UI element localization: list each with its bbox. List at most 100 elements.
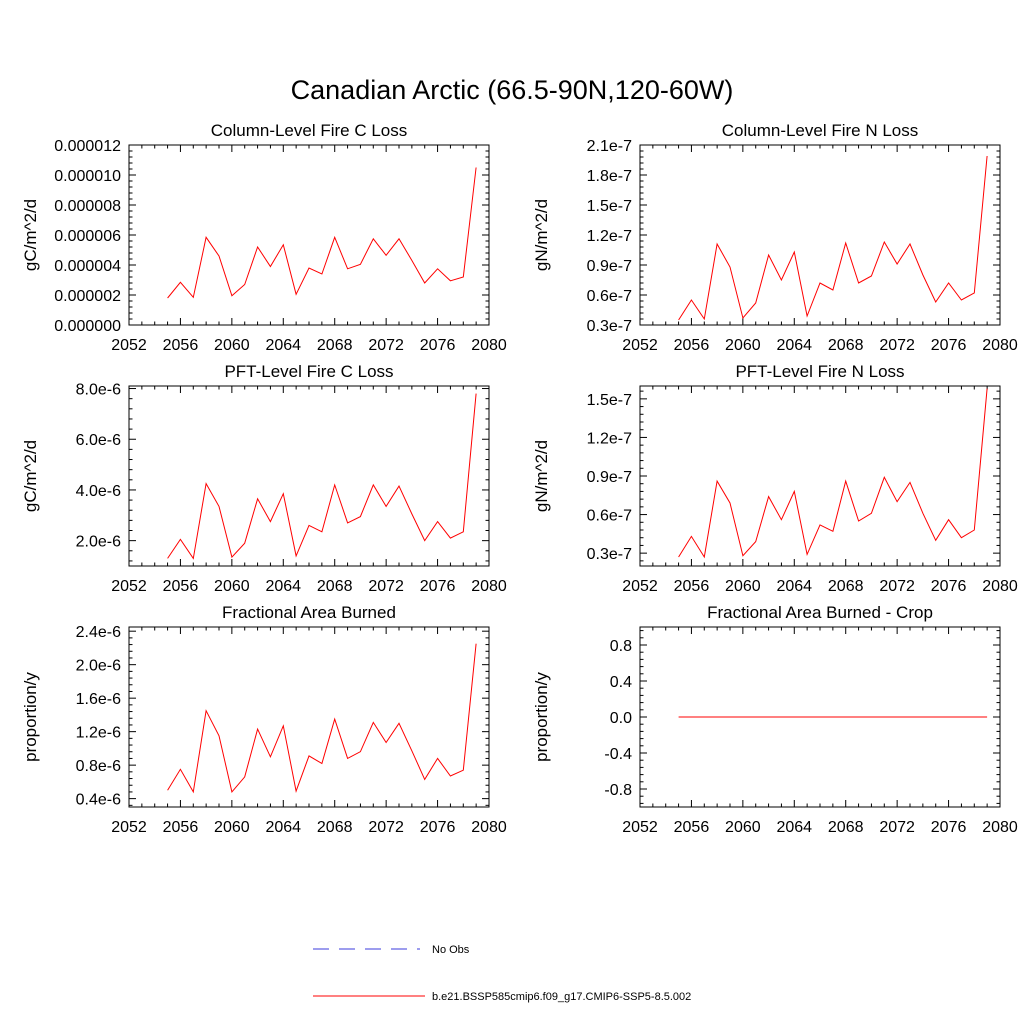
y-tick-label: 2.0e-6 [76, 658, 121, 675]
x-tick-label: 2068 [317, 819, 353, 836]
x-tick-label: 2064 [776, 578, 812, 595]
x-tick-label: 2060 [725, 819, 761, 836]
x-tick-label: 2064 [265, 337, 301, 354]
figure-title: Canadian Arctic (66.5-90N,120-60W) [291, 75, 734, 105]
x-tick-label: 2056 [674, 578, 710, 595]
x-tick-label: 2056 [163, 819, 199, 836]
y-axis-label: gN/m^2/d [532, 440, 551, 512]
x-tick-label: 2080 [982, 337, 1018, 354]
chart-panel: PFT-Level Fire N Loss gN/m^2/d 2052 2056 206… [532, 362, 1018, 595]
x-tick-label: 2068 [317, 578, 353, 595]
y-tick-label: 0.8e-6 [76, 758, 121, 775]
legend-obs-label: No Obs [432, 944, 470, 956]
y-tick-label: 0.6e-7 [587, 288, 632, 305]
plot-frame [639, 144, 1001, 326]
x-tick-label: 2060 [214, 578, 250, 595]
y-tick-label: 1.2e-7 [587, 228, 632, 245]
legend-model-label: b.e21.BSSP585cmip6.f09_g17.CMIP6-SSP5-8.… [432, 991, 691, 1003]
x-tick-label: 2056 [674, 819, 710, 836]
y-axis-label: proportion/y [532, 672, 551, 762]
y-tick-label: 0.000012 [54, 138, 121, 155]
y-tick-label: 1.2e-7 [587, 430, 632, 447]
x-tick-label: 2052 [111, 578, 147, 595]
y-tick-label: 0.000006 [54, 228, 121, 245]
x-tick-label: 2080 [471, 819, 507, 836]
chart-panel: Column-Level Fire C Loss gC/m^2/d 2052 2056… [21, 121, 507, 354]
x-tick-label: 2052 [622, 578, 658, 595]
panel-title: Fractional Area Burned - Crop [707, 603, 933, 622]
y-tick-label: 0.3e-7 [587, 318, 632, 335]
panel-title: Column-Level Fire C Loss [211, 121, 408, 140]
y-tick-label: 1.2e-6 [76, 725, 121, 742]
plot-frame [128, 626, 490, 808]
x-tick-label: 2076 [931, 819, 967, 836]
y-tick-label: 0.9e-7 [587, 258, 632, 275]
y-tick-label: 0.000004 [54, 258, 121, 275]
y-tick-label: 0.9e-7 [587, 469, 632, 486]
x-tick-label: 2052 [622, 819, 658, 836]
y-tick-label: 0.0 [610, 710, 632, 727]
y-tick-label: 0.6e-7 [587, 508, 632, 525]
x-tick-label: 2064 [776, 819, 812, 836]
y-tick-label: 1.8e-7 [587, 168, 632, 185]
y-axis-label: gC/m^2/d [21, 440, 40, 512]
x-tick-label: 2064 [776, 337, 812, 354]
y-tick-label: 1.5e-7 [587, 392, 632, 409]
x-tick-label: 2052 [111, 337, 147, 354]
plot-frame [128, 385, 490, 567]
x-tick-label: 2076 [931, 337, 967, 354]
y-tick-label: 1.5e-7 [587, 198, 632, 215]
chart-panel: Fractional Area Burned proportion/y 2052 20… [21, 603, 507, 836]
x-tick-label: 2056 [163, 578, 199, 595]
y-tick-label: 2.1e-7 [587, 138, 632, 155]
plot-frame [639, 385, 1001, 567]
series-line [167, 643, 477, 794]
y-tick-label: 0.000008 [54, 198, 121, 215]
legend: No Obs b.e21.BSSP585cmip6.f09_g17.CMIP6-… [313, 944, 691, 1003]
x-tick-label: 2076 [420, 578, 456, 595]
x-tick-label: 2064 [265, 578, 301, 595]
chart-panels: Column-Level Fire C Loss gC/m^2/d 2052 2056… [21, 121, 1018, 836]
plot-frame [128, 144, 490, 326]
x-tick-label: 2072 [879, 337, 915, 354]
x-tick-label: 2076 [931, 578, 967, 595]
x-tick-label: 2080 [471, 578, 507, 595]
y-tick-label: 6.0e-6 [76, 432, 121, 449]
y-tick-label: 8.0e-6 [76, 382, 121, 399]
x-tick-label: 2080 [982, 819, 1018, 836]
x-tick-label: 2072 [368, 819, 404, 836]
y-axis-label: gN/m^2/d [532, 199, 551, 271]
x-tick-label: 2056 [674, 337, 710, 354]
x-tick-label: 2072 [879, 819, 915, 836]
y-tick-label: -0.4 [604, 746, 632, 763]
y-tick-label: 4.0e-6 [76, 483, 121, 500]
y-tick-label: 0.8 [610, 638, 632, 655]
x-tick-label: 2060 [725, 578, 761, 595]
y-tick-label: -0.8 [604, 782, 632, 799]
x-tick-label: 2068 [828, 578, 864, 595]
x-tick-label: 2060 [725, 337, 761, 354]
panel-title: PFT-Level Fire N Loss [735, 362, 904, 381]
x-tick-label: 2052 [111, 819, 147, 836]
x-tick-label: 2076 [420, 337, 456, 354]
chart-panel: PFT-Level Fire C Loss gC/m^2/d 2052 2056 206… [21, 362, 507, 595]
y-tick-label: 0.000010 [54, 168, 121, 185]
series-line [678, 388, 988, 559]
x-tick-label: 2072 [879, 578, 915, 595]
panel-title: Column-Level Fire N Loss [722, 121, 919, 140]
y-tick-label: 0.000000 [54, 318, 121, 335]
x-tick-label: 2068 [317, 337, 353, 354]
x-tick-label: 2076 [420, 819, 456, 836]
y-tick-label: 2.0e-6 [76, 534, 121, 551]
chart-panel: Fractional Area Burned - Crop proportion/… [532, 603, 1018, 836]
chart-panel: Column-Level Fire N Loss gN/m^2/d 2052 2056… [532, 121, 1018, 354]
x-tick-label: 2052 [622, 337, 658, 354]
y-tick-label: 1.6e-6 [76, 691, 121, 708]
x-tick-label: 2072 [368, 337, 404, 354]
x-tick-label: 2068 [828, 819, 864, 836]
series-line [678, 155, 988, 321]
y-tick-label: 0.000002 [54, 288, 121, 305]
x-tick-label: 2068 [828, 337, 864, 354]
x-tick-label: 2072 [368, 578, 404, 595]
